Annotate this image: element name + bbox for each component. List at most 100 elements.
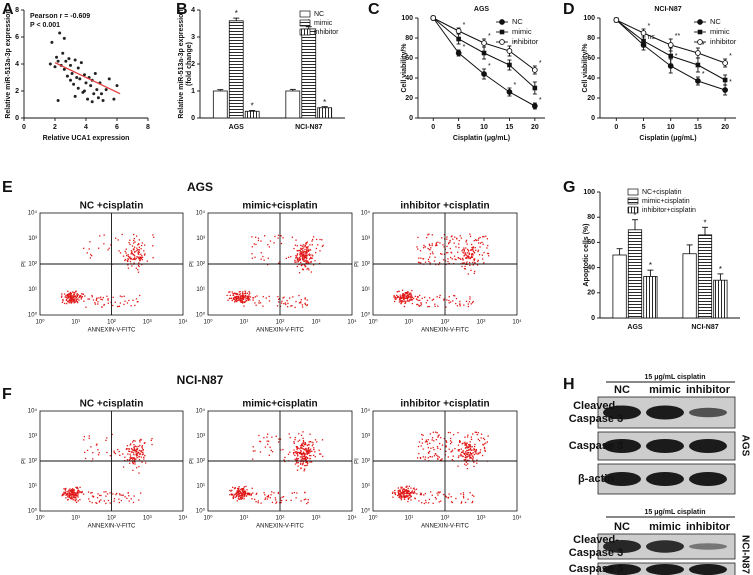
event-dot <box>298 294 300 297</box>
event-dot <box>462 493 465 496</box>
event-dot <box>237 299 240 301</box>
event-dot <box>314 451 316 453</box>
event-dot <box>314 260 316 262</box>
y-tick-label: 10¹ <box>361 287 370 293</box>
event-dot <box>299 447 302 449</box>
event-dot <box>445 440 447 442</box>
y-axis-label: PI <box>22 261 28 267</box>
event-dot <box>418 257 420 259</box>
event-dot <box>103 304 105 306</box>
panel-label: F <box>2 386 12 403</box>
event-dot <box>398 491 400 493</box>
event-dot <box>303 452 306 455</box>
event-dot <box>135 257 137 260</box>
event-dot <box>116 492 118 495</box>
event-dot <box>406 491 408 493</box>
event-dot <box>470 249 472 251</box>
event-dot <box>255 304 257 306</box>
event-dot <box>441 253 443 255</box>
event-dot <box>267 263 269 266</box>
event-dot <box>70 498 73 500</box>
event-dot <box>484 450 487 452</box>
event-dot <box>397 291 399 293</box>
event-dot <box>142 449 144 451</box>
event-dot <box>469 264 471 267</box>
event-dot <box>464 453 466 455</box>
event-dot <box>96 297 98 299</box>
event-dot <box>107 249 109 251</box>
event-dot <box>462 455 464 458</box>
event-dot <box>248 295 250 298</box>
marker <box>697 29 703 35</box>
event-dot <box>136 454 139 456</box>
event-dot <box>277 295 279 298</box>
event-dot <box>119 454 121 456</box>
event-dot <box>404 490 406 492</box>
y-tick-label: 10³ <box>361 434 370 440</box>
event-dot <box>476 462 478 464</box>
row-label: Cleaved-Caspase 3 <box>568 533 624 559</box>
event-dot <box>464 454 467 457</box>
x-tick-label: 2 <box>53 124 57 131</box>
event-dot <box>251 253 253 255</box>
event-dot <box>308 258 311 260</box>
event-dot <box>84 295 86 297</box>
y-tick-label: 10³ <box>28 236 37 242</box>
panel-label: D <box>563 1 575 18</box>
event-dot <box>422 258 424 260</box>
event-dot <box>408 493 411 495</box>
event-dot <box>424 261 427 263</box>
event-dot <box>302 437 304 440</box>
event-dot <box>469 261 471 264</box>
event-dot <box>473 448 475 450</box>
event-dot <box>310 260 312 263</box>
event-dot <box>445 450 447 452</box>
event-dot <box>108 247 110 249</box>
event-dot <box>428 260 430 263</box>
event-dot <box>73 296 75 299</box>
legend-label: inhibitor <box>512 37 539 46</box>
event-dot <box>67 294 70 296</box>
event-dot <box>69 494 72 496</box>
event-dot <box>393 294 395 297</box>
event-dot <box>456 305 459 307</box>
event-dot <box>427 502 430 504</box>
marker <box>481 71 487 77</box>
event-dot <box>106 493 109 495</box>
event-dot <box>130 253 132 255</box>
event-dot <box>405 292 407 295</box>
plot-title: NC +cisplatin <box>80 399 144 410</box>
event-dot <box>137 244 139 246</box>
event-dot <box>304 454 306 456</box>
band <box>689 439 727 453</box>
event-dot <box>134 250 136 253</box>
event-dot <box>398 493 400 495</box>
event-dot <box>417 236 419 239</box>
lane-label: mimic <box>649 384 681 396</box>
event-dot <box>247 295 249 298</box>
event-dot <box>243 296 245 298</box>
point <box>84 81 88 85</box>
event-dot <box>462 442 464 444</box>
event-dot <box>126 302 129 304</box>
event-dot <box>153 236 155 238</box>
event-dot <box>458 455 460 457</box>
event-dot <box>98 500 101 502</box>
row-label: β-actin <box>577 472 615 485</box>
event-dot <box>477 249 480 251</box>
event-dot <box>471 494 474 496</box>
event-dot <box>306 262 308 264</box>
event-dot <box>267 494 270 497</box>
event-dot <box>298 302 301 304</box>
event-dot <box>473 495 475 497</box>
event-dot <box>311 445 313 447</box>
event-dot <box>480 437 482 439</box>
event-dot <box>81 490 83 493</box>
event-dot <box>466 447 468 449</box>
event-dot <box>482 443 484 446</box>
event-dot <box>127 260 129 263</box>
event-dot <box>294 451 297 453</box>
event-dot <box>305 242 307 244</box>
event-dot <box>295 255 297 257</box>
event-dot <box>244 293 246 295</box>
